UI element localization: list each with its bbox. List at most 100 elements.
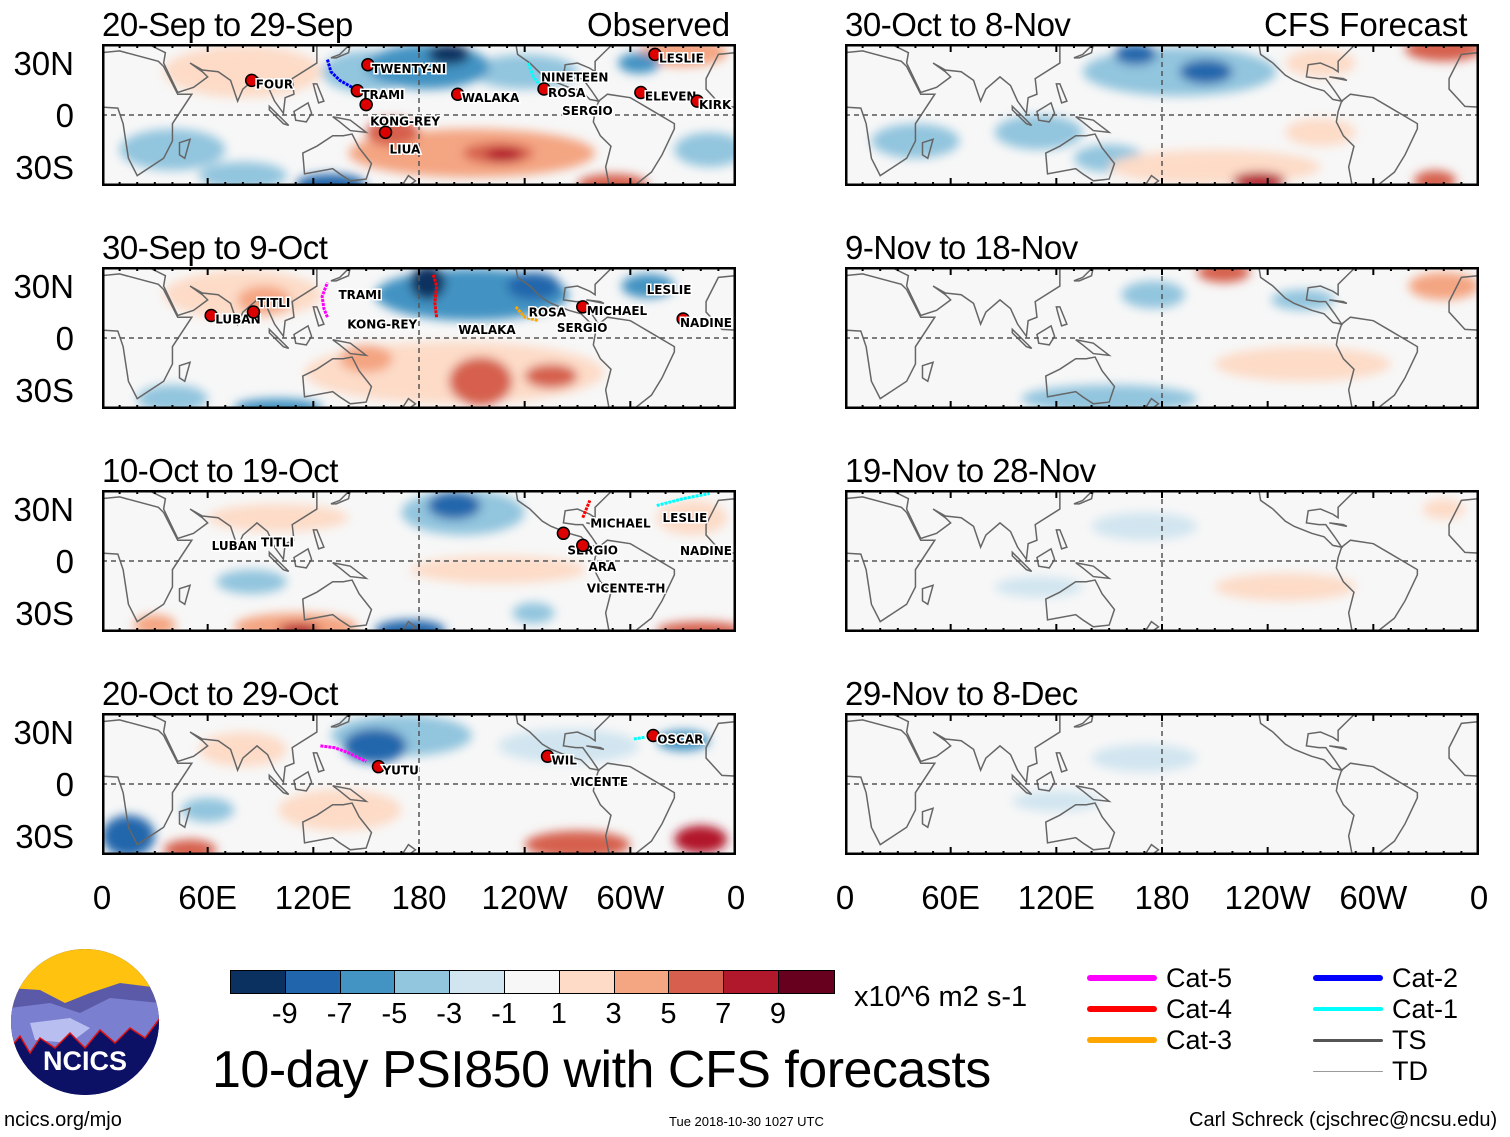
coastline: [1258, 267, 1357, 326]
coastline: [515, 490, 614, 549]
anomaly-contour: [1285, 118, 1356, 147]
anomaly-contour: [448, 357, 513, 406]
coastline: [1075, 561, 1112, 580]
storm-label: VICENTE-TH: [587, 581, 666, 595]
hurricane-icon: [576, 300, 590, 314]
hurricane-icon: [450, 87, 465, 101]
colorbar-label: 5: [660, 998, 677, 1030]
colorbar-units: x10^6 m2 s-1: [854, 981, 1028, 1013]
anomaly-contour: [410, 555, 587, 584]
colorbar-label: -1: [491, 998, 517, 1030]
anomaly-contour: [889, 735, 978, 764]
storm-label: NADINE: [680, 316, 732, 330]
coastline: [1044, 356, 1116, 405]
figure-title: 10-day PSI850 with CFS forecasts: [212, 1041, 991, 1099]
storm-label: KONG-REY: [347, 318, 417, 332]
colorbar-swatch: [558, 970, 616, 994]
coastline: [515, 713, 614, 772]
legend-label: Cat-1: [1392, 994, 1459, 1024]
lon-label: 180: [1134, 879, 1190, 916]
logo-text: NCICS: [43, 1046, 127, 1076]
storm-label: LUBAN: [212, 539, 257, 553]
coastline: [1055, 529, 1068, 550]
coastline: [330, 44, 352, 59]
lat-label: 30N: [13, 714, 74, 752]
coastline: [1011, 104, 1033, 127]
storm-label: FOUR: [256, 77, 293, 91]
observed-header: Observed: [587, 6, 731, 43]
coastline: [1044, 133, 1116, 182]
storm-label: KIRK: [699, 98, 732, 112]
storm-track: [633, 735, 645, 741]
colorbar-label: 7: [715, 998, 732, 1030]
colorbar-label: 1: [550, 998, 567, 1030]
coastline: [1036, 547, 1056, 569]
legend-line: [1313, 1070, 1383, 1072]
anomaly-contour: [1012, 790, 1101, 812]
storm-label: ROSA: [529, 306, 567, 320]
coastline: [147, 44, 318, 116]
storm-track: [581, 499, 592, 519]
panel-title: 20-Oct to 29-Oct: [102, 675, 338, 712]
storm-label: SERGIO: [557, 321, 608, 335]
legend-line: [1313, 975, 1383, 981]
storm-label: YUTU: [381, 764, 418, 778]
coastline: [293, 547, 313, 569]
anomaly-contour: [374, 619, 446, 632]
storm-track: [431, 273, 439, 318]
coastline: [1335, 93, 1419, 186]
anomaly-contour: [339, 344, 393, 373]
coastline: [1036, 770, 1056, 792]
coastline: [102, 273, 194, 400]
forecast-map-panel: [845, 713, 1479, 855]
anomaly-contour: [234, 398, 323, 409]
coastline: [921, 138, 935, 160]
anomaly-contour: [1422, 498, 1465, 520]
anomaly-contour: [485, 147, 522, 162]
coastline: [1335, 762, 1419, 855]
coastline: [178, 584, 192, 606]
observed-map-panel: LUBAN TITLI TRAMI KONG-REY WALAKA ROSA SERGIO M…: [102, 267, 736, 409]
anomaly-contour: [207, 503, 349, 532]
coastline: [1044, 802, 1116, 851]
observed-map-panel: FOUR TWENTY-NI TRAMI KONG-REY WALAKA LIUA NINE…: [102, 44, 736, 186]
coastline: [890, 713, 1061, 785]
anomaly-contour: [524, 363, 578, 389]
footer-url[interactable]: ncics.org/mjo: [4, 1109, 122, 1131]
colorbar-swatch: [668, 970, 726, 994]
coastline: [293, 101, 313, 123]
footer-author: Carl Schreck (cjschrec@ncsu.edu): [1189, 1109, 1498, 1131]
lon-label: 60W: [596, 879, 665, 916]
storm-label: SERGIO: [567, 543, 618, 557]
storm-label: ELEVEN: [645, 89, 697, 103]
storm-label: WIL: [552, 753, 578, 767]
colorbar-label: -5: [381, 998, 408, 1030]
coastline: [301, 356, 373, 405]
storm-label: MICHAEL: [587, 304, 648, 318]
anomaly-contour: [427, 491, 481, 520]
storm-label: WALAKA: [458, 323, 516, 337]
coastline: [1258, 44, 1357, 103]
coastline: [312, 83, 325, 104]
storm-label: TWENTY-NI: [372, 62, 446, 76]
coastline: [147, 713, 318, 785]
coastline: [332, 784, 369, 803]
coastline: [268, 550, 290, 573]
coastline: [921, 361, 935, 383]
coastline: [1044, 579, 1116, 628]
anomaly-contour: [181, 797, 235, 823]
lat-label: 0: [55, 766, 74, 803]
coastline: [178, 807, 192, 829]
coastline: [586, 299, 605, 305]
anomaly-contour: [1408, 272, 1479, 300]
anomaly-contour: [1232, 804, 1409, 833]
colorbar-swatch: [230, 970, 287, 994]
coastline: [1335, 539, 1419, 632]
forecast-map-panel: [845, 490, 1479, 632]
coastline: [592, 316, 676, 409]
anomaly-contour: [994, 576, 1083, 598]
panel-title: 9-Nov to 18-Nov: [845, 229, 1078, 266]
anomaly-contour: [163, 839, 217, 855]
coastline: [268, 773, 290, 796]
storm-track: [526, 62, 542, 87]
